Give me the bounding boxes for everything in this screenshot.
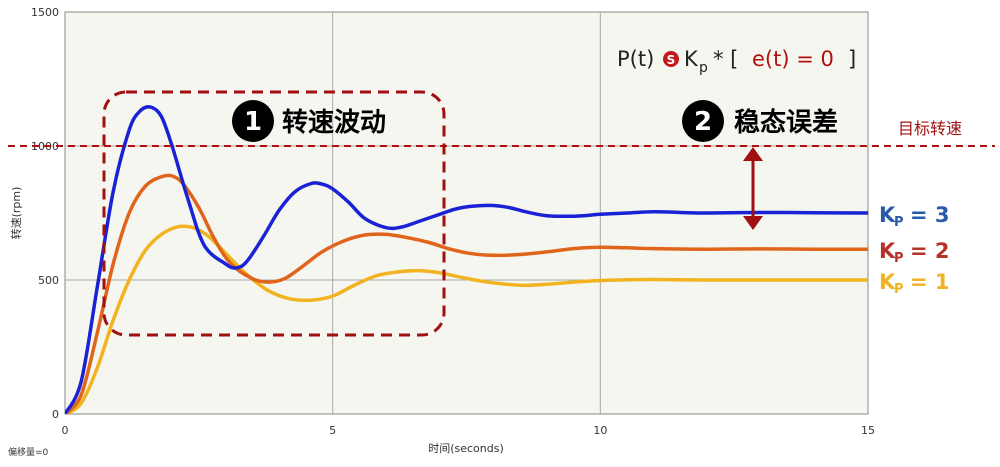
annotation-2-number: 2 bbox=[694, 107, 712, 137]
y-tick-label: 1500 bbox=[31, 6, 59, 19]
y-tick-label: 0 bbox=[52, 408, 59, 421]
formula-error: e(t) = 0 bbox=[752, 47, 834, 71]
x-tick-label: 0 bbox=[62, 424, 69, 437]
series-label: KP = 1 bbox=[879, 270, 950, 297]
formula-op: * [ bbox=[713, 47, 738, 71]
formula: P(t) S K p * [ e(t) = 0 ] bbox=[617, 47, 856, 76]
formula-operator-icon bbox=[663, 51, 679, 67]
annotation-1-label: 转速波动 bbox=[282, 108, 386, 138]
series-label-value: = 1 bbox=[910, 270, 950, 294]
series-line bbox=[65, 224, 868, 414]
formula-lhs: P(t) bbox=[617, 47, 654, 71]
annotation-1-badge bbox=[232, 100, 274, 142]
fluctuation-box bbox=[102, 90, 446, 337]
formula-k: K bbox=[684, 47, 699, 71]
series-label-sub: P bbox=[894, 251, 904, 266]
formula-k-sub: p bbox=[699, 60, 708, 76]
series-label-k: K bbox=[879, 203, 896, 227]
series-label-sub: P bbox=[894, 215, 904, 230]
series-label-sub: P bbox=[894, 282, 904, 297]
annotation-1-number: 1 bbox=[244, 107, 262, 137]
offset-footnote: 偏移量=0 bbox=[8, 446, 49, 458]
series-label-k: K bbox=[879, 239, 896, 263]
series-line bbox=[65, 173, 868, 414]
series-labels: KP = 3KP = 2KP = 1 bbox=[879, 203, 950, 297]
y-tick-label: 500 bbox=[38, 274, 59, 287]
annotation-2-label: 稳态误差 bbox=[734, 107, 838, 138]
target-label: 目标转速 bbox=[898, 119, 962, 138]
series-label-value: = 2 bbox=[910, 239, 950, 263]
formula-close: ] bbox=[848, 47, 856, 71]
formula-operator-glyph: S bbox=[667, 53, 676, 67]
x-tick-label: 5 bbox=[329, 424, 336, 437]
error-arrow bbox=[743, 147, 763, 230]
series-label: KP = 2 bbox=[879, 239, 950, 266]
x-tick-label: 15 bbox=[861, 424, 875, 437]
x-tick-label: 10 bbox=[593, 424, 607, 437]
x-axis-label: 时间(seconds) bbox=[428, 442, 504, 455]
series-line bbox=[65, 105, 868, 414]
y-axis-label: 转速(rpm) bbox=[9, 187, 23, 240]
annotation-2-badge bbox=[682, 100, 724, 142]
series-lines bbox=[65, 105, 868, 414]
series-label: KP = 3 bbox=[879, 203, 950, 230]
series-label-value: = 3 bbox=[910, 203, 950, 227]
series-label-k: K bbox=[879, 270, 896, 294]
